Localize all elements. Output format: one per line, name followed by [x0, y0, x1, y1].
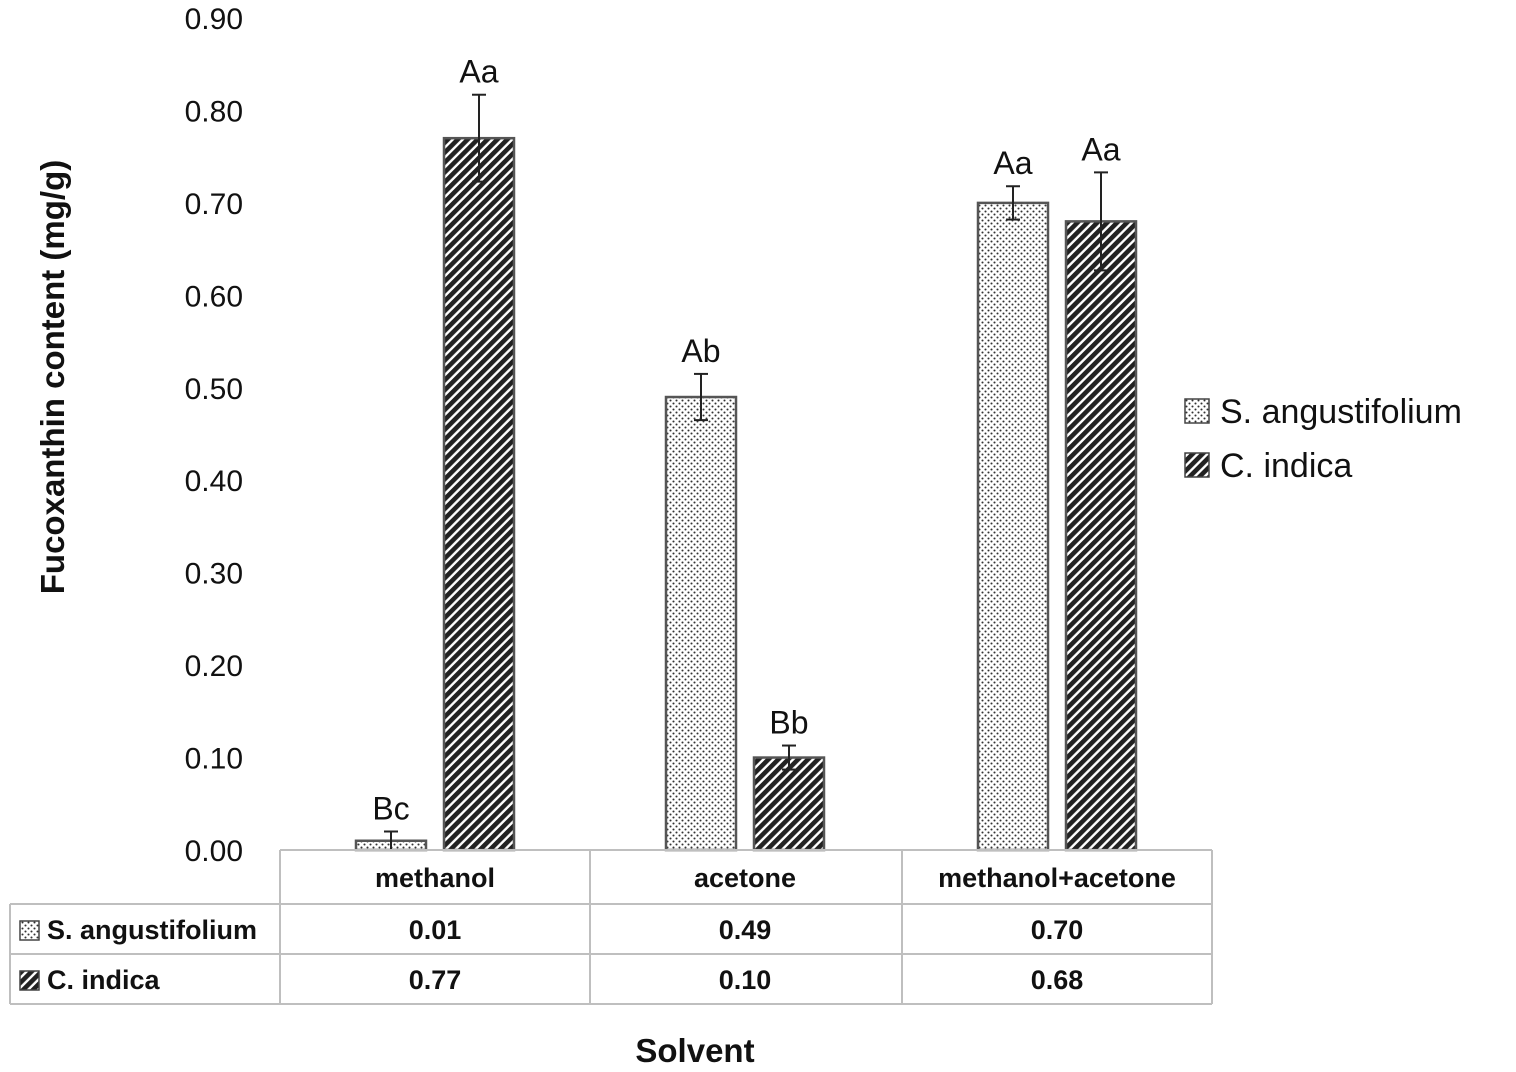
- table-legend-swatch: [19, 970, 40, 991]
- bars-layer: Bc Aa Ab Bb Aa Aa: [354, 54, 1138, 852]
- error-bar: [694, 372, 708, 422]
- y-tick-label: 0.60: [185, 280, 243, 313]
- significance-label: Aa: [993, 145, 1032, 181]
- bar-s-angustifolium-acetone: [664, 395, 738, 852]
- table-header-category: methanol: [375, 863, 495, 893]
- y-tick-label: 0.50: [185, 373, 243, 406]
- legend-label: C. indica: [1220, 447, 1352, 485]
- significance-label: Aa: [459, 54, 498, 90]
- table-row-label: C. indica: [47, 965, 161, 995]
- bar-c-indica-methanol: [442, 136, 516, 852]
- y-tick-label: 0.40: [185, 465, 243, 498]
- table-header-category: acetone: [694, 863, 796, 893]
- y-tick-label: 0.80: [185, 95, 243, 128]
- table-cell-value: 0.10: [719, 965, 772, 995]
- error-bar: [782, 744, 796, 771]
- y-tick-label: 0.90: [185, 3, 243, 36]
- significance-label: Ab: [681, 333, 720, 369]
- legend-label: S. angustifolium: [1220, 393, 1462, 431]
- table-cell-value: 0.68: [1031, 965, 1084, 995]
- significance-label: Bb: [769, 705, 808, 741]
- table-cell-value: 0.77: [409, 965, 462, 995]
- error-bar: [1094, 171, 1108, 272]
- bar-c-indica-acetone: [752, 756, 826, 852]
- bar-s-angustifolium-methanol-acetone: [976, 201, 1050, 852]
- significance-label: Bc: [372, 791, 409, 827]
- y-axis-title: Fucoxanthin content (mg/g): [34, 160, 71, 594]
- y-tick-label: 0.00: [185, 835, 243, 868]
- y-axis: 0.00 0.10 0.20 0.30 0.40 0.50 0.60 0.70 0.80 0.90: [185, 3, 243, 868]
- table-cell-value: 0.70: [1031, 915, 1084, 945]
- error-bar: [1006, 185, 1020, 221]
- x-axis-title: Solvent: [635, 1032, 754, 1069]
- significance-label: Aa: [1081, 131, 1120, 167]
- y-tick-label: 0.10: [185, 743, 243, 776]
- bar-c-indica-methanol-acetone: [1064, 220, 1138, 852]
- y-tick-label: 0.70: [185, 188, 243, 221]
- data-table: methanol acetone methanol+acetone S. angust…: [9, 849, 1213, 1005]
- table-row-label: S. angustifolium: [47, 915, 257, 945]
- error-bar: [472, 93, 486, 183]
- y-tick-label: 0.30: [185, 558, 243, 591]
- legend-swatch: [1184, 398, 1210, 424]
- table-cell-value: 0.01: [409, 915, 462, 945]
- legend-swatch: [1184, 452, 1210, 478]
- table-legend-swatch: [19, 920, 40, 941]
- legend: S. angustifolium C. indica: [1184, 393, 1462, 485]
- table-header-category: methanol+acetone: [938, 863, 1176, 893]
- y-tick-label: 0.20: [185, 650, 243, 683]
- table-cell-value: 0.49: [719, 915, 772, 945]
